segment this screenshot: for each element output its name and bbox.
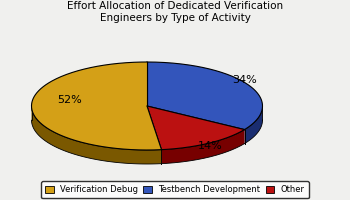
Text: 14%: 14% <box>198 141 222 151</box>
Polygon shape <box>147 62 262 130</box>
Text: 34%: 34% <box>233 75 257 85</box>
Polygon shape <box>245 106 262 144</box>
Polygon shape <box>161 130 245 164</box>
Text: 52%: 52% <box>58 95 82 105</box>
Text: Effort Allocation of Dedicated Verification
Engineers by Type of Activity: Effort Allocation of Dedicated Verificat… <box>67 1 283 23</box>
Polygon shape <box>32 106 161 164</box>
Polygon shape <box>147 106 245 150</box>
Legend: Verification Debug, Testbench Development, Other: Verification Debug, Testbench Developmen… <box>41 181 309 198</box>
Polygon shape <box>32 62 161 150</box>
